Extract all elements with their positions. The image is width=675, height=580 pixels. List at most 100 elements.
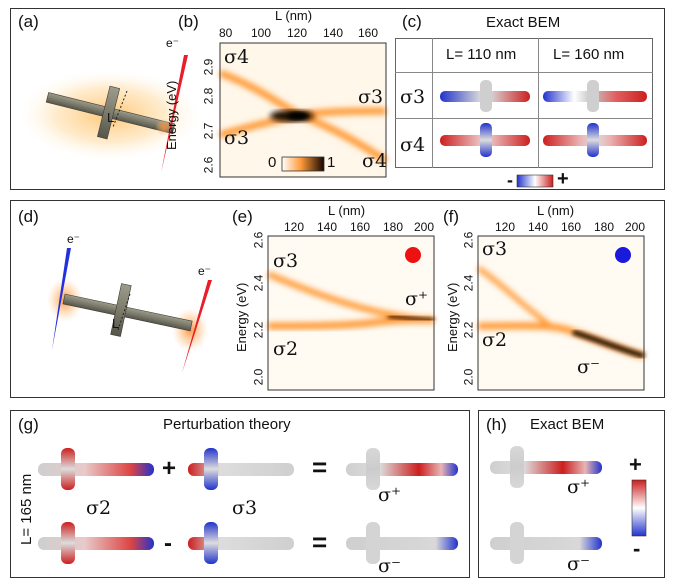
b-xlabel: L (nm): [275, 8, 313, 23]
g-side-label: L= 165 nm: [18, 473, 35, 545]
b-mode-s4-bottom: σ4: [362, 150, 388, 172]
top-row-frame: [10, 8, 665, 190]
schematic-a: [20, 55, 200, 173]
f-mode-s2: σ2: [482, 329, 508, 351]
b-ylabel: Energy (eV): [164, 80, 179, 150]
b-ytick-1: 2.8: [201, 87, 216, 105]
h-label-minus: σ⁻: [567, 553, 590, 575]
c-cross-s4-160: [543, 123, 647, 157]
g-cross-s2-row2: [38, 522, 154, 564]
h-cross-minus: [490, 522, 602, 564]
g-row2-eq: =: [312, 527, 328, 557]
middle-row-frame: [10, 200, 665, 398]
c-col-110: L= 110 nm: [446, 46, 517, 63]
c-table: [395, 38, 653, 168]
c-colorbar-pos: +: [557, 168, 569, 190]
c-row-s4: σ4: [400, 134, 426, 156]
f-ytick-3: 2.0: [461, 368, 476, 386]
c-row-s3: σ3: [400, 86, 426, 108]
g-row2-result: σ⁻: [378, 555, 401, 577]
g-cross-s3-row2: [188, 522, 294, 564]
e-ytick-3: 2.0: [251, 368, 266, 386]
electron-label-a: e⁻: [166, 36, 180, 50]
panel-label-h: (h): [486, 415, 507, 434]
b-mode-s4-top: σ4: [224, 46, 250, 68]
f-mode-s3: σ3: [482, 238, 508, 260]
panel-label-c: (c): [402, 12, 422, 31]
h-title: Exact BEM: [530, 416, 605, 433]
c-cross-s3-160: [543, 80, 647, 112]
panel-label-b: (b): [178, 12, 199, 31]
h-colorbar: [631, 479, 647, 537]
e-ylabel: Energy (eV): [234, 282, 249, 352]
panel-label-d: (d): [18, 207, 39, 226]
b-xtick-1: 100: [251, 26, 272, 40]
b-heatmap: [218, 42, 388, 178]
b-xtick-3: 140: [323, 26, 344, 40]
h-frame: [478, 410, 665, 578]
e-ytick-2: 2.2: [251, 321, 266, 339]
g-row1-s2: σ2: [86, 497, 112, 519]
g-cross-s2: [38, 448, 154, 490]
f-dot: [615, 247, 631, 263]
b-colorbar: [281, 156, 325, 172]
b-mode-s3-left: σ3: [224, 127, 250, 149]
panel-label-a: (a): [18, 12, 39, 31]
g-row1-result: σ⁺: [378, 484, 401, 506]
b-ytick-2: 2.7: [201, 122, 216, 140]
e-xtick-3: 180: [383, 220, 404, 234]
e-xlabel: L (nm): [328, 203, 366, 218]
b-ytick-3: 2.6: [201, 156, 216, 174]
g-row1-op: +: [162, 455, 177, 482]
h-label-plus: σ⁺: [567, 476, 590, 498]
f-xtick-2: 160: [561, 220, 582, 234]
b-mode-s3-right: σ3: [358, 86, 384, 108]
g-cross-result-plus: [346, 448, 458, 490]
panel-label-g: (g): [18, 415, 39, 434]
c-col-160: L= 160 nm: [553, 46, 625, 63]
b-xtick-2: 120: [287, 26, 308, 40]
length-marker-d: L: [112, 316, 120, 331]
h-colorbar-neg: -: [633, 536, 641, 561]
f-ytick-1: 2.4: [461, 274, 476, 292]
c-colorbar-neg: -: [507, 170, 513, 190]
e-ytick-0: 2.6: [251, 231, 266, 249]
g-cross-result-minus: [346, 522, 458, 564]
g-frame: [10, 410, 470, 578]
g-row2-op: -: [164, 530, 172, 557]
electron-label-d-right: e⁻: [198, 264, 212, 278]
e-xtick-1: 140: [317, 220, 338, 234]
b-xtick-4: 160: [358, 26, 379, 40]
b-colorbar-max: 1: [327, 154, 336, 171]
f-heatmap: [476, 235, 645, 391]
c-colorbar: [516, 174, 554, 188]
f-xtick-0: 120: [495, 220, 516, 234]
f-ytick-2: 2.2: [461, 321, 476, 339]
f-mode-sminus: σ⁻: [577, 356, 600, 378]
c-cross-s3-110: [440, 80, 530, 112]
length-marker-a: L: [107, 110, 115, 125]
g-row1-s3: σ3: [232, 497, 258, 519]
c-title: Exact BEM: [486, 14, 561, 31]
f-ytick-0: 2.6: [461, 231, 476, 249]
g-cross-s3: [188, 448, 294, 490]
g-title: Perturbation theory: [163, 416, 291, 433]
e-heatmap: [266, 235, 435, 391]
f-xtick-3: 180: [594, 220, 615, 234]
panel-label-e: (e): [232, 207, 253, 226]
b-colorbar-min: 0: [268, 154, 277, 171]
h-cross-plus: [490, 446, 602, 488]
f-ylabel: Energy (eV): [445, 282, 460, 352]
electron-label-d-left: e⁻: [67, 232, 81, 246]
e-xtick-2: 160: [350, 220, 371, 234]
e-mode-s2: σ2: [273, 338, 299, 360]
c-cross-s4-110: [440, 123, 530, 157]
f-xtick-4: 200: [625, 220, 646, 234]
b-ytick-0: 2.9: [201, 58, 216, 76]
schematic-d: [47, 248, 212, 373]
e-ytick-1: 2.4: [251, 274, 266, 292]
h-colorbar-pos: +: [629, 452, 642, 477]
e-xtick-4: 200: [414, 220, 435, 234]
e-mode-splus: σ⁺: [405, 288, 428, 310]
f-xlabel: L (nm): [537, 203, 575, 218]
